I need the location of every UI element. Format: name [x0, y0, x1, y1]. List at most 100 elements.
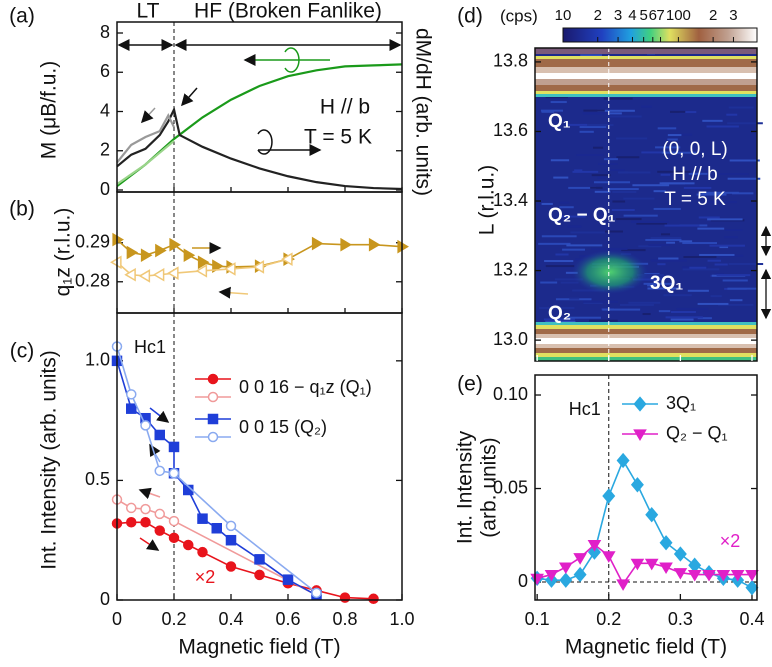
point [311, 236, 324, 251]
point [168, 515, 180, 527]
sweep-arrow [149, 407, 170, 423]
heatmap-streak [644, 272, 660, 275]
heatmap-band [535, 67, 757, 73]
heatmap-streak [611, 208, 635, 211]
x-tick-label: 0 [112, 609, 122, 629]
x-tick-label: 0.2 [161, 609, 186, 629]
heatmap-streak [591, 174, 611, 177]
sweep-arrow [140, 107, 156, 124]
x-tick-label: 0.1 [525, 609, 550, 629]
heatmap-streak [657, 127, 677, 130]
sweep-arrow [139, 537, 160, 551]
heatmap-streak [636, 274, 665, 277]
point [168, 441, 180, 453]
point [311, 587, 322, 599]
colorbar-tick-label: 3 [729, 7, 737, 24]
legend-marker [633, 429, 647, 441]
heatmap-streak [615, 218, 642, 221]
hc1-label: Hc1 [569, 399, 601, 419]
heatmap-streak [568, 123, 588, 126]
heatmap-streak [641, 151, 668, 154]
point [225, 534, 237, 546]
heatmap-streak [706, 125, 739, 128]
colorbar [562, 27, 758, 43]
point [659, 535, 673, 551]
heatmap-streak [663, 294, 692, 297]
y-axis-label: q₁z (r.l.u.) [52, 208, 75, 297]
heatmap-streak [702, 119, 723, 122]
panel-label: (c) [10, 340, 35, 363]
point [730, 569, 745, 582]
heatmap-streak [603, 97, 633, 100]
heatmap-streak [683, 256, 717, 259]
heatmap-streak [716, 274, 751, 277]
heatmap-streak [648, 243, 670, 246]
heatmap-streak [560, 215, 586, 218]
panel-label: (a) [9, 5, 35, 28]
heatmap-annotation: Q₁ [548, 111, 571, 132]
heatmap-streak [550, 159, 570, 162]
colorbar-tick-label: 100 [666, 7, 691, 24]
point [154, 429, 165, 441]
y-tick-label: 2 [100, 140, 110, 160]
heatmap-streak [658, 257, 679, 260]
heatmap-streak [727, 122, 763, 125]
x-tick-label: 0.6 [275, 609, 300, 629]
heatmap-annotation: H // b [672, 164, 717, 185]
heatmap-streak [707, 259, 721, 262]
heatmap-streak [562, 248, 586, 251]
point [169, 237, 181, 252]
heatmap-streak [701, 191, 739, 194]
heatmap-streak [729, 159, 760, 162]
heatmap-streak [667, 134, 682, 137]
heatmap-streak [541, 202, 553, 205]
x-axis-label: Magnetic field (T) [178, 636, 340, 659]
heatmap-streak [676, 307, 709, 310]
y-tick-label: 8 [100, 22, 110, 42]
heatmap-streak [640, 105, 653, 108]
point [688, 557, 702, 573]
colorbar-label: (cps) [500, 6, 538, 25]
heatmap-streak [579, 130, 594, 133]
series-line [116, 106, 403, 191]
point [126, 403, 137, 414]
heatmap-streak [604, 169, 625, 172]
point [154, 465, 165, 477]
point [573, 566, 587, 583]
point [168, 532, 180, 544]
point [140, 503, 151, 515]
heatmap-band [535, 325, 757, 329]
heatmap-streak [716, 173, 749, 176]
point [339, 592, 351, 603]
heatmap-streak [697, 317, 712, 320]
hc1-label: Hc1 [134, 337, 166, 357]
heatmap-band [535, 94, 757, 97]
annotation: T = 5 K [304, 126, 372, 149]
heatmap-streak [728, 263, 764, 266]
heatmap-streak [582, 300, 619, 303]
point [140, 517, 151, 528]
heatmap-streak [569, 297, 580, 300]
heatmap-streak [558, 320, 576, 323]
point [644, 558, 659, 571]
heatmap-streak [555, 253, 569, 256]
heatmap-streak [727, 287, 757, 290]
heatmap-streak [621, 249, 646, 252]
heatmap-streak [647, 287, 680, 290]
heatmap-streak [679, 111, 697, 114]
point [154, 508, 165, 520]
heatmap-streak [559, 201, 570, 204]
heatmap-streak [689, 266, 707, 269]
point [716, 569, 731, 582]
heatmap-streak [612, 190, 637, 193]
heatmap-streak [647, 284, 657, 287]
heatmap-streak [697, 227, 725, 230]
heatmap-streak [540, 281, 558, 284]
heatmap-streak [594, 190, 611, 193]
heatmap-streak [541, 110, 555, 113]
point [254, 554, 265, 565]
heatmap-streak [543, 318, 575, 321]
heatmap-streak [719, 246, 729, 249]
heatmap-streak [710, 295, 722, 298]
heatmap-streak [593, 181, 631, 184]
